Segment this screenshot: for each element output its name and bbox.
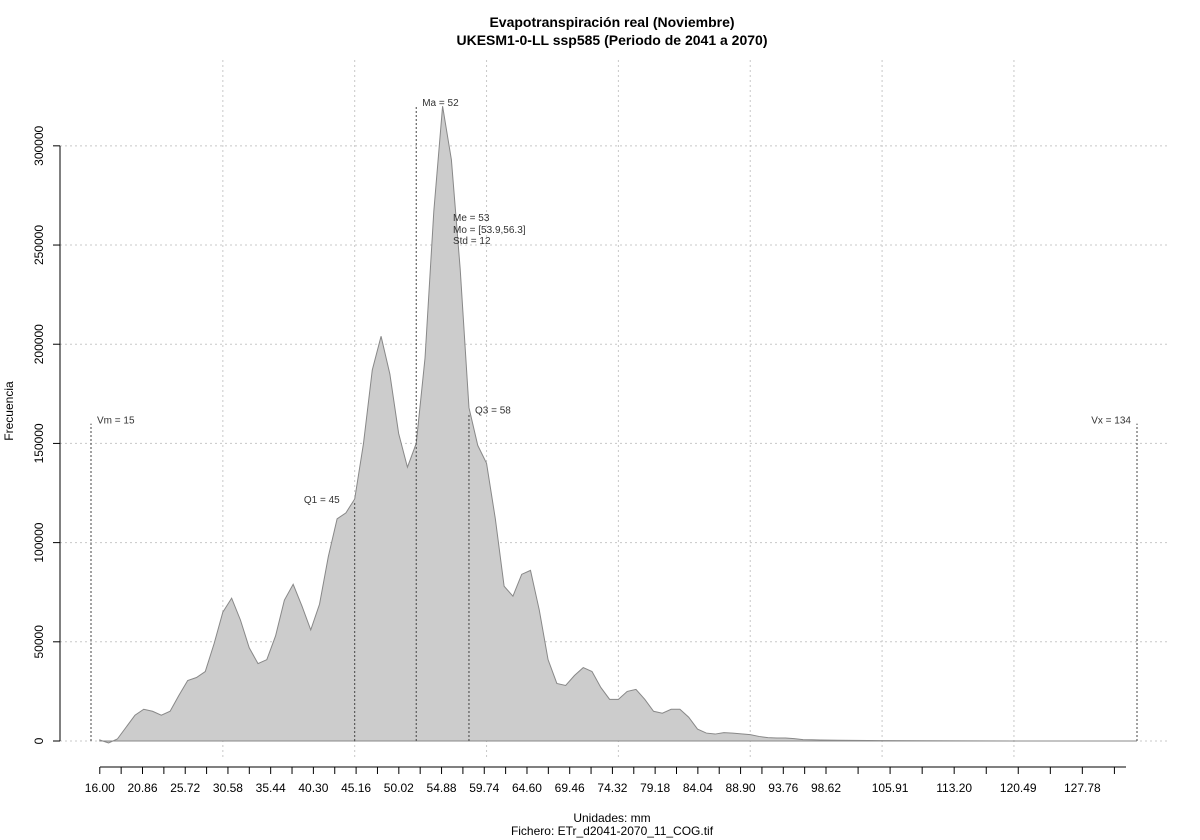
stat-annotation: Vx = 134 — [1091, 416, 1131, 427]
area-layer — [99, 106, 1138, 744]
annotation-lines — [90, 106, 1138, 741]
y-tick-label: 150000 — [32, 423, 46, 463]
file-label: Fichero: ETr_d2041-2070_11_COG.tif — [511, 824, 714, 838]
x-tick-label: 93.76 — [768, 781, 798, 795]
x-tick-label: 105.91 — [872, 781, 909, 795]
x-tick-label: 30.58 — [213, 781, 243, 795]
y-tick-label: 300000 — [32, 125, 46, 165]
x-tick-label: 40.30 — [298, 781, 328, 795]
x-tick-label: 79.18 — [640, 781, 670, 795]
stat-annotation: Ma = 52 — [422, 98, 459, 109]
x-tick-label: 127.78 — [1064, 781, 1101, 795]
y-tick-label: 100000 — [32, 522, 46, 562]
x-axis-label: Unidades: mm — [573, 811, 650, 825]
x-tick-label: 74.32 — [597, 781, 627, 795]
x-tick-label: 98.62 — [811, 781, 841, 795]
x-tick-label: 45.16 — [341, 781, 371, 795]
distribution-area — [99, 106, 1138, 744]
x-tick-label: 25.72 — [170, 781, 200, 795]
x-tick-label: 50.02 — [384, 781, 414, 795]
axis-layer: 0 50000 100000 150000 200000 250000 300000 16.0… — [32, 125, 1126, 795]
x-tick-label: 16.00 — [85, 781, 115, 795]
stat-annotation: Std = 12 — [453, 236, 491, 247]
chart-title: Evapotranspiración real (Noviembre) — [489, 14, 734, 30]
y-tick-label: 50000 — [32, 625, 46, 659]
stat-annotation: Mo = [53.9,56.3] — [453, 225, 526, 236]
y-tick-label: 0 — [32, 737, 46, 744]
x-tick-label: 59.74 — [469, 781, 499, 795]
x-tick-label: 84.04 — [683, 781, 713, 795]
y-tick-label: 250000 — [32, 225, 46, 265]
x-tick-label: 113.20 — [936, 781, 972, 795]
chart-subtitle: UKESM1-0-LL ssp585 (Periodo de 2041 a 20… — [457, 32, 768, 48]
x-tick-label: 120.49 — [1000, 781, 1037, 795]
stat-annotation: Q1 = 45 — [304, 495, 340, 506]
stat-annotation: Vm = 15 — [97, 416, 135, 427]
x-tick-label: 64.60 — [512, 781, 542, 795]
y-tick-label: 200000 — [32, 324, 46, 364]
x-tick-label: 69.46 — [555, 781, 585, 795]
stat-annotation: Me = 53 — [453, 213, 490, 224]
x-tick-label: 20.86 — [127, 781, 157, 795]
y-axis-label: Frecuencia — [2, 381, 16, 441]
x-tick-label: 88.90 — [726, 781, 756, 795]
stat-annotation: Q3 = 58 — [475, 406, 511, 417]
x-tick-label: 54.88 — [427, 781, 457, 795]
x-tick-label: 35.44 — [256, 781, 286, 795]
